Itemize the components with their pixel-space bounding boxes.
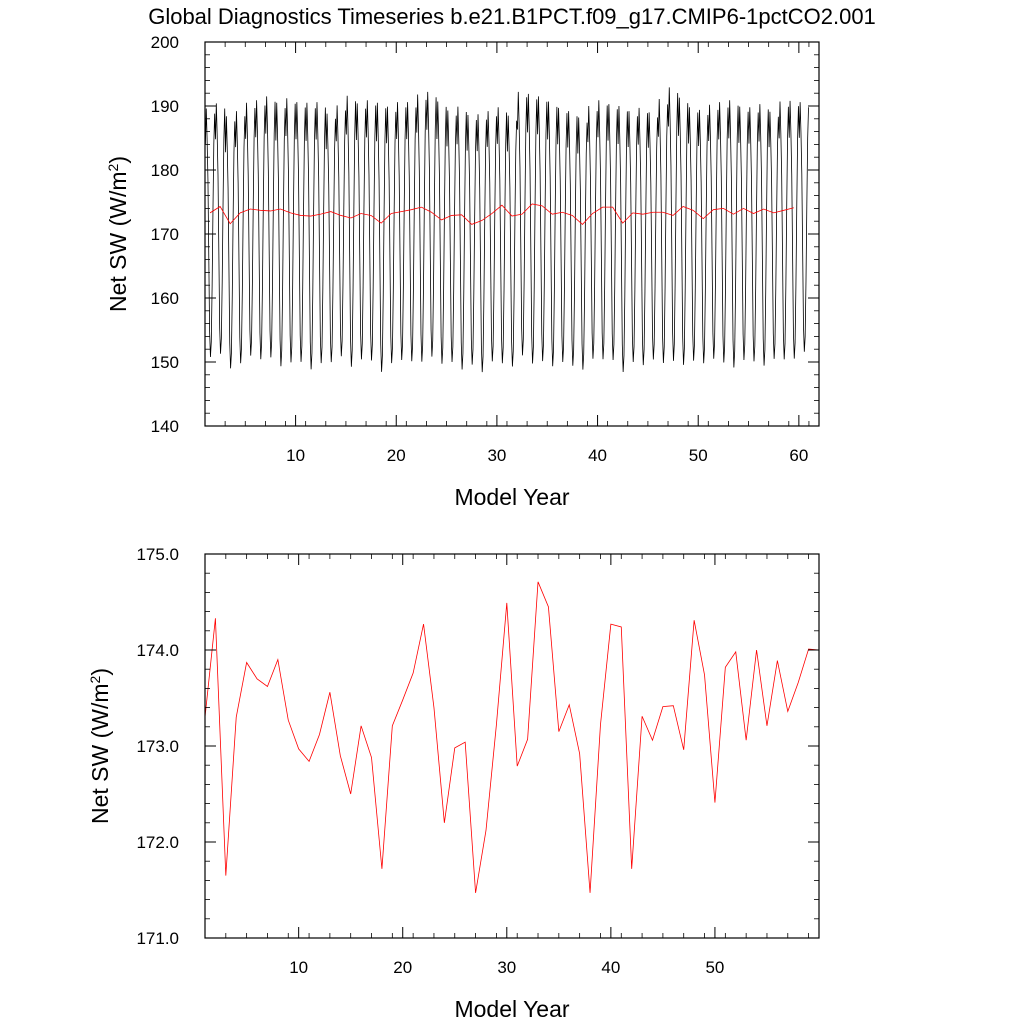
bottom-y-tick-label: 173.0 — [136, 737, 179, 756]
bottom-x-tick-label: 20 — [393, 958, 412, 977]
top-x-tick-label: 30 — [487, 446, 506, 465]
top-panel-series — [205, 87, 809, 373]
top-y-tick-label: 190 — [151, 97, 179, 116]
top-y-tick-label: 200 — [151, 33, 179, 52]
top-y-tick-label: 170 — [151, 225, 179, 244]
bottom-y-axis-label-main: Net SW (W/m — [87, 683, 113, 824]
top-x-tick-label: 50 — [689, 446, 708, 465]
bottom-x-tick-label: 40 — [601, 958, 620, 977]
top-y-tick-label: 180 — [151, 161, 179, 180]
top-y-axis-label-sup: 2 — [105, 163, 121, 171]
bottom-panel-ticks: 171.0 172.0 173.0 174.0 175.0 10 20 30 40 50 — [136, 545, 819, 977]
bottom-series-line-0 — [204, 581, 820, 893]
top-y-axis-label-main: Net SW (W/m — [105, 171, 131, 312]
figure-title: Global Diagnostics Timeseries b.e21.B1PC… — [148, 4, 876, 29]
top-x-tick-label: 60 — [789, 446, 808, 465]
top-y-axis-label: Net SW (W/m2) — [105, 156, 131, 312]
bottom-x-tick-label: 50 — [705, 958, 724, 977]
bottom-y-tick-label: 175.0 — [136, 545, 179, 564]
top-y-tick-label: 160 — [151, 289, 179, 308]
top-y-tick-label: 150 — [151, 353, 179, 372]
top-panel: 140 150 160 170 180 190 200 10 20 30 40 50 60 Model … — [105, 33, 820, 510]
bottom-x-axis-label: Model Year — [454, 996, 569, 1022]
top-x-tick-label: 10 — [286, 446, 305, 465]
top-series-line-1 — [209, 203, 794, 225]
bottom-y-axis-label-sup: 2 — [87, 675, 103, 683]
bottom-panel-series — [204, 581, 820, 893]
top-plot-frame — [204, 41, 820, 427]
top-x-tick-label: 20 — [387, 446, 406, 465]
top-panel-ticks: 140 150 160 170 180 190 200 10 20 30 40 50 60 — [151, 33, 819, 465]
bottom-y-tick-label: 174.0 — [136, 641, 179, 660]
top-x-tick-label: 40 — [588, 446, 607, 465]
top-x-axis-label: Model Year — [454, 484, 569, 510]
bottom-x-tick-label: 30 — [497, 958, 516, 977]
bottom-x-tick-label: 10 — [289, 958, 308, 977]
top-y-axis-label-close: ) — [105, 156, 131, 164]
bottom-panel: 171.0 172.0 173.0 174.0 175.0 10 20 30 40 50 Mode… — [87, 545, 820, 1022]
bottom-y-tick-label: 172.0 — [136, 833, 179, 852]
top-series-line-0 — [205, 87, 809, 373]
top-y-tick-label: 140 — [151, 417, 179, 436]
bottom-y-tick-label: 171.0 — [136, 929, 179, 948]
bottom-plot-frame — [204, 553, 820, 939]
bottom-y-axis-label-close: ) — [87, 668, 113, 676]
bottom-y-axis-label: Net SW (W/m2) — [87, 668, 113, 824]
